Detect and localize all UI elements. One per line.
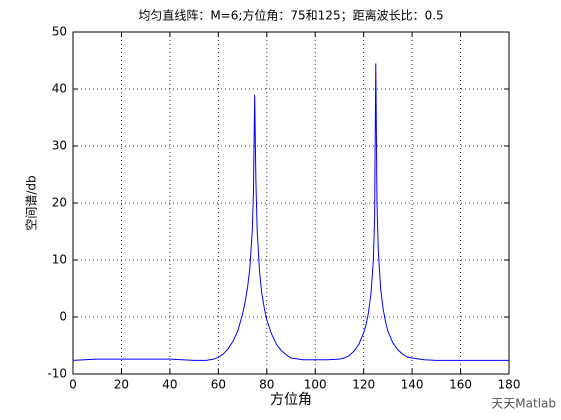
y-tick-label: 20 (52, 196, 67, 210)
plot-area (73, 32, 509, 374)
axes-box (72, 31, 510, 375)
watermark: 天天Matlab (491, 397, 556, 411)
y-tick-label: 30 (52, 139, 67, 153)
x-tick-label: 60 (211, 378, 226, 392)
x-tick-label: 120 (352, 378, 375, 392)
x-tick-label: 180 (498, 378, 521, 392)
y-tick-label: 50 (52, 25, 67, 39)
x-tick-label: 0 (69, 378, 77, 392)
y-tick-label: 0 (59, 310, 67, 324)
y-tick-label: 40 (52, 82, 67, 96)
data-line (72, 63, 509, 361)
x-tick-label: 140 (401, 378, 424, 392)
x-tick-label: 20 (114, 378, 129, 392)
y-axis-label: 空间谱/db (25, 175, 39, 230)
x-tick-label: 80 (259, 378, 274, 392)
x-tick-label: 40 (162, 378, 177, 392)
x-axis-label: 方位角 (270, 392, 312, 408)
y-tick-label: -10 (47, 367, 67, 381)
x-tick-label: 160 (449, 378, 472, 392)
y-tick-label: 10 (52, 253, 67, 267)
x-tick-label: 100 (304, 378, 327, 392)
chart-title: 均匀直线阵：M=6;方位角：75和125；距离波长比：0.5 (138, 8, 443, 23)
